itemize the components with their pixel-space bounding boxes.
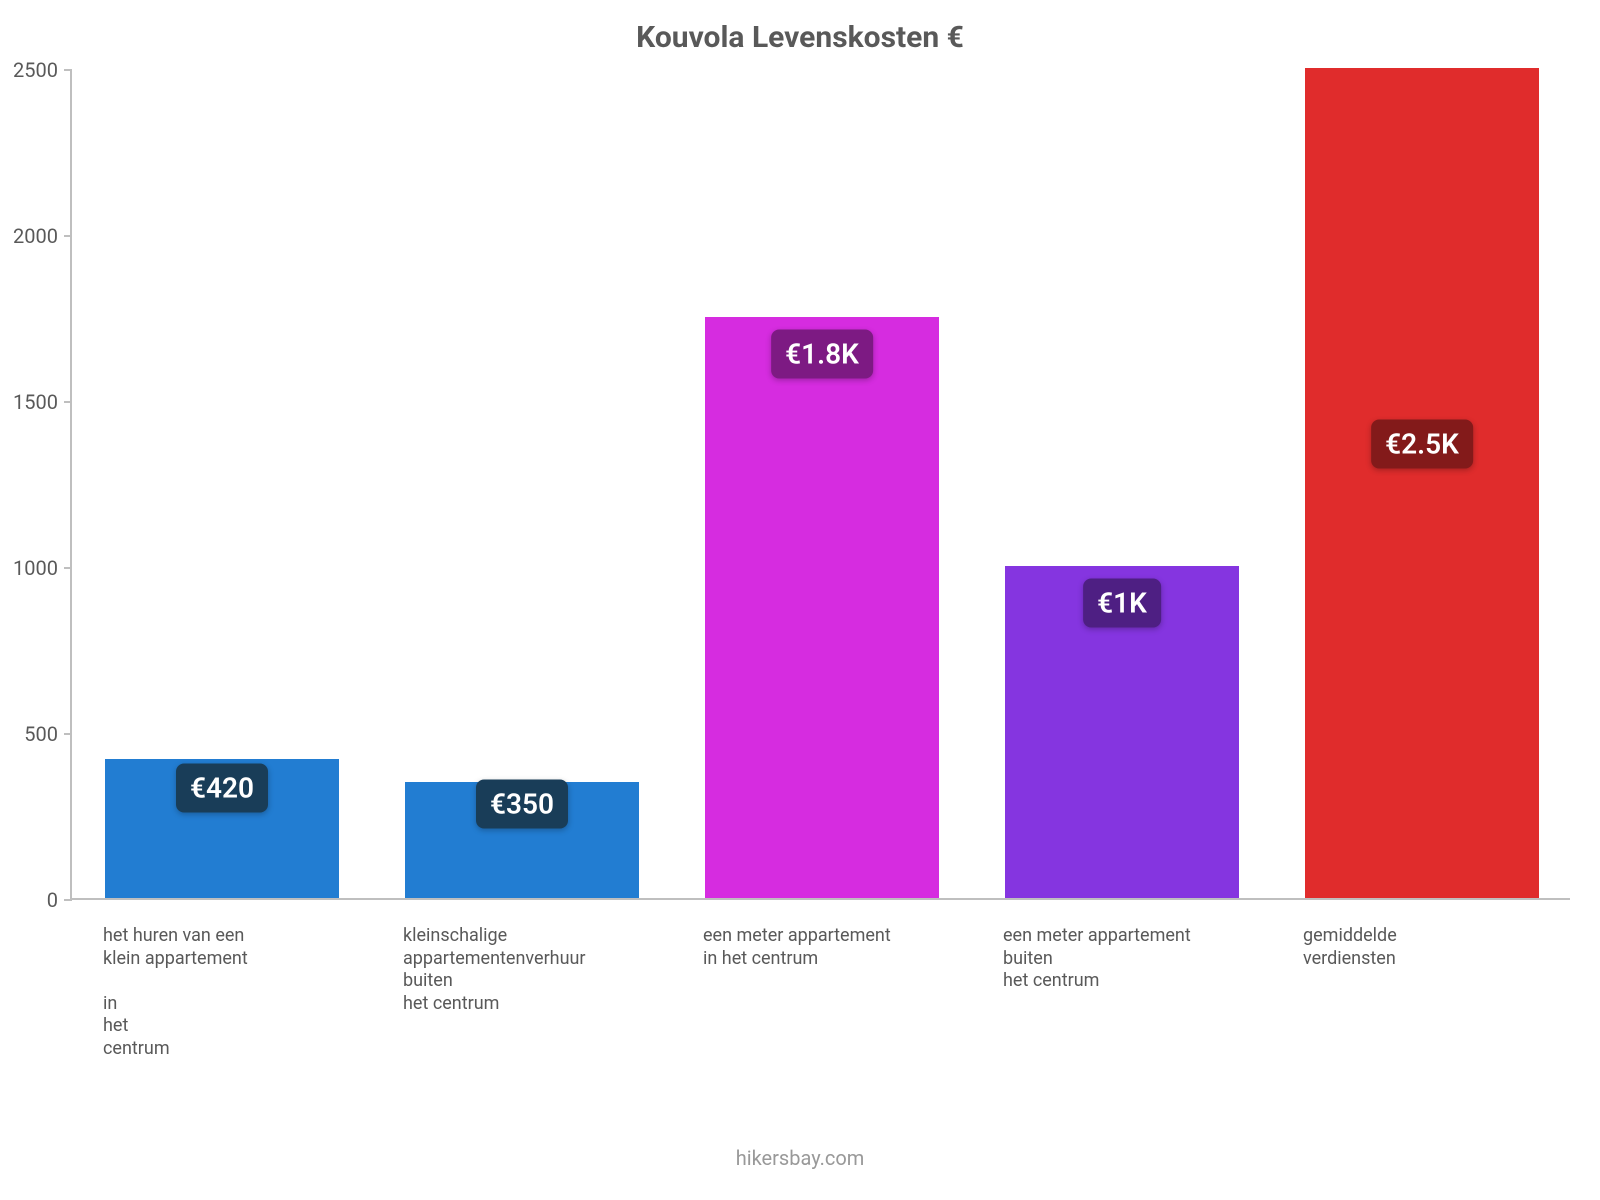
y-tick-mark (64, 401, 72, 403)
y-tick-mark (64, 235, 72, 237)
bar-value-badge: €1.8K (771, 330, 873, 379)
bar-value-badge: €350 (476, 779, 568, 828)
bar (1305, 68, 1539, 898)
y-tick-mark (64, 567, 72, 569)
chart-title: Kouvola Levenskosten € (0, 20, 1600, 55)
y-tick-mark (64, 899, 72, 901)
y-tick-label: 2000 (13, 224, 58, 248)
y-tick-mark (64, 733, 72, 735)
x-axis-label: gemiddelde verdiensten (1303, 925, 1537, 970)
plot-area: €420 €350 €1.8K €1K €2.5K (70, 70, 1570, 900)
y-tick-label: 1000 (13, 556, 58, 580)
chart-footer: hikersbay.com (0, 1146, 1600, 1170)
bar-value-badge: €2.5K (1371, 419, 1473, 468)
x-axis-label: het huren van een klein appartement in h… (103, 925, 337, 1060)
y-tick-mark (64, 69, 72, 71)
y-tick-label: 0 (47, 888, 58, 912)
chart-container: Kouvola Levenskosten € €420€350€1.8K€1K€… (0, 0, 1600, 1200)
x-axis-label: een meter appartement buiten het centrum (1003, 925, 1237, 993)
bar-value-badge: €1K (1083, 579, 1161, 628)
y-tick-label: 2500 (13, 58, 58, 82)
y-tick-label: 500 (24, 722, 58, 746)
x-axis-label: kleinschalige appartementenverhuur buite… (403, 925, 637, 1015)
bar (705, 317, 939, 898)
bar-value-badge: €420 (176, 764, 268, 813)
x-axis-label: een meter appartement in het centrum (703, 925, 937, 970)
y-tick-label: 1500 (13, 390, 58, 414)
